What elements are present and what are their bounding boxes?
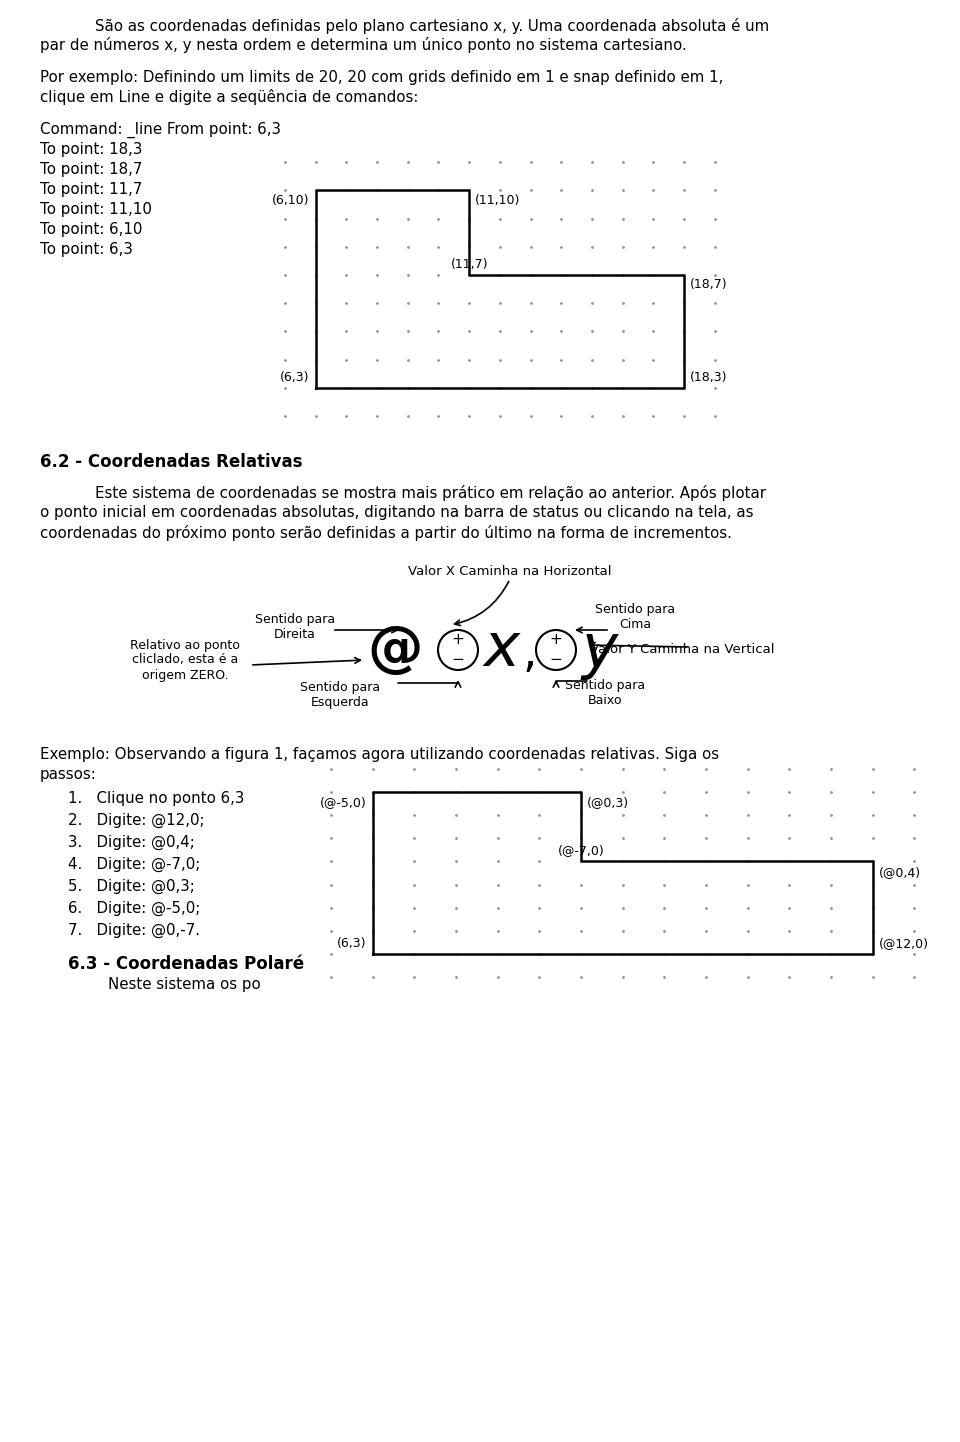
- Text: 6.3 - Coordenadas Polaré: 6.3 - Coordenadas Polaré: [68, 955, 304, 973]
- Text: (18,3): (18,3): [690, 371, 728, 384]
- Text: To point: 11,7: To point: 11,7: [40, 182, 142, 198]
- Text: +: +: [451, 633, 465, 647]
- Text: 4.   Digite: @-7,0;: 4. Digite: @-7,0;: [68, 857, 201, 872]
- Text: Relativo ao ponto
cliclado, esta é a
origem ZERO.: Relativo ao ponto cliclado, esta é a ori…: [130, 639, 240, 682]
- Text: Por exemplo: Definindo um limits de 20, 20 com grids definido em 1 e snap defini: Por exemplo: Definindo um limits de 20, …: [40, 71, 724, 85]
- Text: (@-7,0): (@-7,0): [558, 844, 604, 857]
- Text: 1.   Clique no ponto 6,3: 1. Clique no ponto 6,3: [68, 792, 245, 806]
- Text: Sentido para
Baixo: Sentido para Baixo: [564, 679, 645, 707]
- Text: 6.2 - Coordenadas Relativas: 6.2 - Coordenadas Relativas: [40, 453, 302, 472]
- Text: coordenadas do próximo ponto serão definidas a partir do último na forma de incr: coordenadas do próximo ponto serão defin…: [40, 525, 732, 541]
- Text: Sentido para
Cima: Sentido para Cima: [595, 603, 675, 632]
- Text: (@0,3): (@0,3): [587, 796, 629, 809]
- Text: Command: _line From point: 6,3: Command: _line From point: 6,3: [40, 123, 281, 138]
- Text: To point: 6,3: To point: 6,3: [40, 242, 132, 257]
- Text: Exemplo: Observando a figura 1, façamos agora utilizando coordenadas relativas. : Exemplo: Observando a figura 1, façamos …: [40, 747, 719, 761]
- Text: Valor X Caminha na Horizontal: Valor X Caminha na Horizontal: [408, 565, 612, 578]
- Text: (6,3): (6,3): [280, 371, 310, 384]
- Text: 2.   Digite: @12,0;: 2. Digite: @12,0;: [68, 813, 204, 828]
- Text: (11,10): (11,10): [475, 193, 520, 206]
- Text: Este sistema de coordenadas se mostra mais prático em relação ao anterior. Após : Este sistema de coordenadas se mostra ma…: [95, 485, 766, 500]
- Text: To point: 18,7: To point: 18,7: [40, 162, 142, 177]
- Text: Neste sistema os po: Neste sistema os po: [108, 978, 261, 992]
- Text: par de números x, y nesta ordem e determina um único ponto no sistema cartesiano: par de números x, y nesta ordem e determ…: [40, 37, 686, 53]
- Text: Sentido para
Esquerda: Sentido para Esquerda: [300, 681, 380, 709]
- Text: (6,3): (6,3): [337, 937, 367, 950]
- Text: To point: 18,3: To point: 18,3: [40, 141, 142, 157]
- Text: (@-5,0): (@-5,0): [320, 796, 367, 809]
- Text: +: +: [550, 633, 563, 647]
- Text: −: −: [550, 652, 563, 668]
- Text: @: @: [368, 623, 422, 676]
- Text: o ponto inicial em coordenadas absolutas, digitando na barra de status ou clican: o ponto inicial em coordenadas absolutas…: [40, 505, 754, 521]
- Text: (@0,4): (@0,4): [878, 865, 921, 880]
- Text: ,: ,: [523, 633, 538, 676]
- Text: y: y: [582, 620, 618, 679]
- Text: Valor Y Caminha na Vertical: Valor Y Caminha na Vertical: [590, 643, 775, 656]
- Text: passos:: passos:: [40, 767, 97, 782]
- Text: (6,10): (6,10): [273, 193, 310, 206]
- Text: (@12,0): (@12,0): [878, 937, 928, 950]
- Text: 7.   Digite: @0,-7.: 7. Digite: @0,-7.: [68, 923, 200, 939]
- Text: To point: 11,10: To point: 11,10: [40, 202, 152, 216]
- Text: (18,7): (18,7): [690, 278, 728, 291]
- Text: clique em Line e digite a seqüência de comandos:: clique em Line e digite a seqüência de c…: [40, 89, 419, 105]
- Text: 3.   Digite: @0,4;: 3. Digite: @0,4;: [68, 835, 195, 851]
- Text: São as coordenadas definidas pelo plano cartesiano x, y. Uma coordenada absoluta: São as coordenadas definidas pelo plano …: [95, 17, 769, 35]
- Text: Sentido para
Direita: Sentido para Direita: [255, 613, 335, 642]
- Text: 6.   Digite: @-5,0;: 6. Digite: @-5,0;: [68, 901, 201, 916]
- Text: To point: 6,10: To point: 6,10: [40, 222, 142, 236]
- Text: 5.   Digite: @0,3;: 5. Digite: @0,3;: [68, 880, 195, 894]
- Text: (11,7): (11,7): [450, 258, 488, 271]
- Text: x: x: [484, 620, 520, 679]
- Text: −: −: [451, 652, 465, 668]
